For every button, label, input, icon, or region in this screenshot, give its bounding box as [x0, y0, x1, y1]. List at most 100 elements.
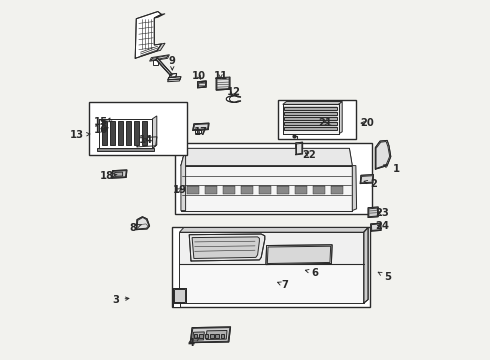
- Polygon shape: [98, 148, 154, 151]
- Text: 10: 10: [192, 71, 206, 81]
- Polygon shape: [187, 186, 199, 194]
- Polygon shape: [206, 330, 227, 339]
- Polygon shape: [283, 102, 342, 104]
- Text: 14: 14: [139, 135, 153, 145]
- Polygon shape: [205, 186, 217, 194]
- Polygon shape: [135, 12, 162, 58]
- Polygon shape: [156, 58, 172, 75]
- Polygon shape: [136, 217, 149, 230]
- Text: 1: 1: [384, 164, 400, 174]
- Text: 19: 19: [172, 185, 187, 195]
- Polygon shape: [217, 78, 229, 89]
- Text: 9: 9: [169, 56, 176, 70]
- Polygon shape: [173, 302, 180, 307]
- Polygon shape: [179, 228, 368, 232]
- Polygon shape: [181, 148, 186, 211]
- Polygon shape: [339, 102, 342, 134]
- Polygon shape: [118, 121, 123, 145]
- Polygon shape: [199, 334, 203, 338]
- Polygon shape: [268, 246, 331, 264]
- Text: 15: 15: [94, 117, 108, 127]
- Polygon shape: [284, 117, 337, 120]
- Polygon shape: [221, 334, 224, 338]
- Text: 21: 21: [318, 118, 332, 128]
- Polygon shape: [173, 288, 186, 303]
- Polygon shape: [216, 77, 230, 90]
- Polygon shape: [115, 172, 122, 176]
- Text: 3: 3: [113, 294, 129, 305]
- Polygon shape: [142, 121, 147, 145]
- Text: 16: 16: [94, 125, 108, 135]
- Polygon shape: [368, 207, 378, 217]
- Polygon shape: [216, 334, 219, 338]
- Polygon shape: [364, 228, 368, 303]
- Polygon shape: [168, 77, 181, 80]
- Polygon shape: [149, 55, 170, 61]
- Polygon shape: [99, 145, 157, 148]
- Polygon shape: [376, 141, 390, 168]
- Polygon shape: [137, 217, 149, 229]
- Polygon shape: [284, 122, 337, 125]
- Bar: [172, 227, 369, 307]
- Polygon shape: [190, 327, 231, 343]
- Polygon shape: [193, 332, 204, 340]
- Polygon shape: [296, 142, 303, 155]
- Polygon shape: [294, 186, 307, 194]
- Polygon shape: [113, 171, 126, 177]
- Polygon shape: [168, 79, 180, 82]
- Polygon shape: [189, 234, 265, 261]
- Text: 5: 5: [378, 272, 391, 282]
- Polygon shape: [283, 104, 339, 134]
- Polygon shape: [179, 232, 364, 264]
- Polygon shape: [266, 245, 332, 265]
- Polygon shape: [99, 119, 152, 148]
- Text: 23: 23: [376, 208, 390, 218]
- Polygon shape: [241, 186, 253, 194]
- Bar: [278, 100, 356, 139]
- Polygon shape: [226, 96, 241, 102]
- Polygon shape: [137, 137, 157, 147]
- Polygon shape: [134, 121, 139, 145]
- Polygon shape: [284, 127, 337, 130]
- Polygon shape: [102, 121, 107, 145]
- Polygon shape: [170, 73, 176, 78]
- Polygon shape: [112, 170, 127, 178]
- Polygon shape: [193, 123, 209, 130]
- Text: 7: 7: [278, 280, 288, 290]
- Text: 13: 13: [70, 130, 90, 140]
- Polygon shape: [284, 107, 337, 110]
- Text: 4: 4: [188, 337, 200, 348]
- Polygon shape: [313, 186, 325, 194]
- Polygon shape: [370, 223, 381, 231]
- Text: 2: 2: [364, 179, 377, 189]
- Text: 24: 24: [375, 221, 390, 231]
- Polygon shape: [277, 186, 289, 194]
- Polygon shape: [197, 81, 206, 88]
- Text: 18: 18: [100, 171, 117, 181]
- Polygon shape: [191, 328, 230, 342]
- Polygon shape: [151, 55, 169, 60]
- Polygon shape: [361, 176, 373, 183]
- Polygon shape: [194, 124, 208, 130]
- Polygon shape: [375, 140, 391, 169]
- Polygon shape: [371, 224, 380, 230]
- Polygon shape: [192, 237, 259, 258]
- Polygon shape: [126, 121, 131, 145]
- Polygon shape: [259, 186, 271, 194]
- Text: 17: 17: [194, 127, 208, 137]
- Polygon shape: [205, 334, 208, 338]
- Polygon shape: [296, 143, 302, 154]
- Text: 20: 20: [360, 118, 373, 128]
- Polygon shape: [156, 58, 172, 76]
- Polygon shape: [331, 186, 343, 194]
- Text: 12: 12: [226, 87, 241, 97]
- Polygon shape: [179, 264, 364, 303]
- Polygon shape: [152, 116, 157, 148]
- Polygon shape: [195, 130, 201, 133]
- Polygon shape: [284, 112, 337, 115]
- Polygon shape: [360, 175, 373, 184]
- Polygon shape: [210, 334, 214, 338]
- Polygon shape: [198, 82, 206, 87]
- Polygon shape: [110, 121, 115, 145]
- Polygon shape: [369, 208, 377, 217]
